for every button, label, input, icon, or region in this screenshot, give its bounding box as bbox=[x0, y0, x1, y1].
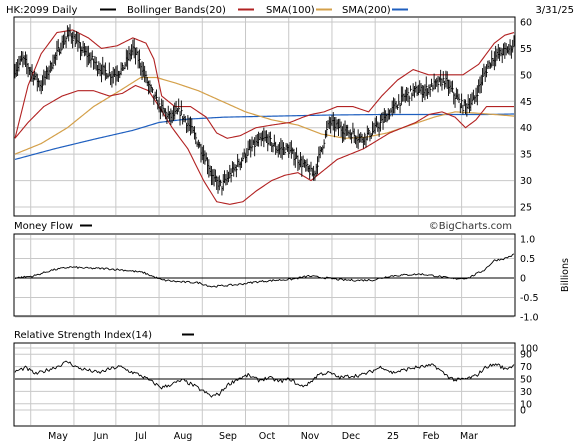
x-month-label: Jul bbox=[134, 431, 146, 442]
watermark: ©BigCharts.com bbox=[429, 221, 512, 232]
price-ytick-label: 45 bbox=[520, 97, 532, 108]
price-plot bbox=[14, 24, 516, 205]
rsi-ytick-label: 70 bbox=[520, 362, 532, 373]
money-flow-panel-frame bbox=[13, 233, 516, 317]
bollinger-upper-line bbox=[14, 29, 515, 139]
mf-ytick-label: 0 bbox=[520, 274, 526, 285]
x-month-label: Dec bbox=[342, 431, 360, 442]
x-month-label: Feb bbox=[423, 431, 440, 442]
price-ytick-label: 35 bbox=[520, 150, 532, 161]
bollinger-legend-label: Bollinger Bands(20) bbox=[127, 5, 226, 16]
rsi-line bbox=[14, 360, 515, 398]
sma100-legend-label: SMA(100) bbox=[266, 5, 315, 16]
price-ytick-label: 50 bbox=[520, 70, 532, 81]
rsi-plot bbox=[14, 360, 515, 398]
price-ytick-label: 55 bbox=[520, 44, 532, 55]
y-axis-ticks: 25303540455055601.00.50-0.5-1.0010305070… bbox=[520, 18, 539, 417]
x-month-label: Oct bbox=[259, 431, 276, 442]
mf-ytick-label: -0.5 bbox=[520, 293, 539, 304]
price-ytick-label: 25 bbox=[520, 203, 532, 214]
mf-ytick-label: 0.5 bbox=[520, 254, 535, 265]
sma100-line bbox=[14, 76, 515, 155]
rsi-title: Relative Strength Index(14) bbox=[14, 330, 152, 341]
x-month-label: Mar bbox=[460, 431, 478, 442]
mf-ytick-label: 1.0 bbox=[520, 235, 535, 246]
bollinger-lower-line bbox=[14, 84, 514, 205]
price-ytick-label: 30 bbox=[520, 176, 532, 187]
x-month-label: May bbox=[48, 431, 68, 442]
x-month-label: Sep bbox=[219, 431, 237, 442]
rsi-ytick-label: 0 bbox=[520, 406, 526, 417]
sma200-legend-label: SMA(200) bbox=[342, 5, 391, 16]
money-flow-title: Money Flow bbox=[14, 221, 73, 232]
ticker-label: HK:2099 Daily bbox=[6, 5, 77, 16]
x-month-label: Aug bbox=[174, 431, 193, 442]
price-ytick-label: 60 bbox=[520, 18, 532, 29]
rsi-ytick-label: 50 bbox=[520, 375, 532, 386]
x-month-label: Nov bbox=[301, 431, 320, 442]
money-flow-line bbox=[14, 253, 515, 288]
price-ytick-label: 40 bbox=[520, 123, 532, 134]
gridlines bbox=[15, 18, 514, 425]
x-month-label: Jun bbox=[93, 431, 109, 442]
mf-ytick-label: -1.0 bbox=[520, 313, 539, 324]
rsi-ytick-label: 30 bbox=[520, 387, 532, 398]
x-month-label: 25 bbox=[387, 431, 399, 442]
date-label: 3/31/25 bbox=[535, 5, 574, 16]
money-flow-plot bbox=[14, 253, 515, 288]
rsi-ytick-label: 100 bbox=[520, 344, 538, 355]
x-axis-month-labels: May Jun Jul Aug Sep Oct Nov Dec 25 Feb Mar bbox=[48, 431, 478, 442]
rsi-ytick-label: 90 bbox=[520, 350, 532, 361]
rsi-panel-frame bbox=[13, 342, 516, 427]
rsi-ytick-label: 10 bbox=[520, 399, 532, 410]
money-flow-ylabel: Billions bbox=[560, 258, 571, 292]
